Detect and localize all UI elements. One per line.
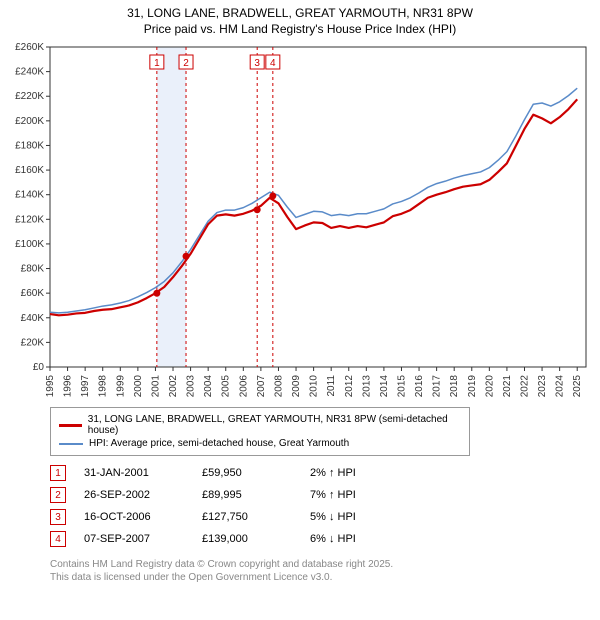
svg-text:2008: 2008 [273, 375, 284, 398]
legend-swatch-red [59, 424, 82, 427]
marker-table: 1 31-JAN-2001 £59,950 2% ↑ HPI 2 26-SEP-… [50, 462, 590, 550]
svg-text:£140K: £140K [15, 190, 44, 201]
marker-num: 4 [50, 531, 66, 547]
svg-text:2005: 2005 [221, 375, 232, 398]
legend-swatch-blue [59, 443, 83, 445]
legend-label-1: 31, LONG LANE, BRADWELL, GREAT YARMOUTH,… [88, 414, 461, 436]
svg-text:2022: 2022 [519, 375, 530, 398]
svg-text:£120K: £120K [15, 214, 44, 225]
table-row: 1 31-JAN-2001 £59,950 2% ↑ HPI [50, 462, 590, 484]
svg-text:1997: 1997 [80, 375, 91, 398]
svg-text:£20K: £20K [21, 338, 45, 349]
marker-date: 16-OCT-2006 [84, 511, 184, 523]
svg-text:2025: 2025 [572, 375, 583, 398]
svg-text:2020: 2020 [484, 375, 495, 398]
svg-text:£220K: £220K [15, 91, 44, 102]
svg-text:2015: 2015 [396, 375, 407, 398]
table-row: 3 16-OCT-2006 £127,750 5% ↓ HPI [50, 506, 590, 528]
svg-text:£260K: £260K [15, 42, 44, 53]
chart: £0 £20K £40K £60K £80K £100K £120K £140K £160K £1… [10, 41, 590, 401]
marker-price: £89,995 [202, 489, 292, 501]
svg-text:2002: 2002 [168, 375, 179, 398]
svg-text:1996: 1996 [63, 375, 74, 398]
title-line-1: 31, LONG LANE, BRADWELL, GREAT YARMOUTH,… [127, 6, 473, 20]
marker-num: 2 [50, 487, 66, 503]
svg-text:2007: 2007 [256, 375, 267, 398]
chart-title: 31, LONG LANE, BRADWELL, GREAT YARMOUTH,… [10, 6, 590, 37]
marker-pct: 2% ↑ HPI [310, 467, 400, 479]
marker-pct: 7% ↑ HPI [310, 489, 400, 501]
svg-text:2021: 2021 [502, 375, 513, 398]
svg-text:3: 3 [254, 58, 260, 69]
marker-num: 1 [50, 465, 66, 481]
svg-text:2001: 2001 [150, 375, 161, 398]
svg-text:£0: £0 [33, 362, 45, 373]
marker-date: 26-SEP-2002 [84, 489, 184, 501]
svg-text:£180K: £180K [15, 141, 44, 152]
title-line-2: Price paid vs. HM Land Registry's House … [144, 22, 456, 36]
svg-text:£100K: £100K [15, 239, 44, 250]
svg-text:2003: 2003 [186, 375, 197, 398]
marker-date: 07-SEP-2007 [84, 533, 184, 545]
svg-text:2006: 2006 [238, 375, 249, 398]
svg-text:2017: 2017 [432, 375, 443, 398]
legend-row-1: 31, LONG LANE, BRADWELL, GREAT YARMOUTH,… [59, 414, 461, 436]
svg-text:2012: 2012 [344, 375, 355, 398]
svg-text:2019: 2019 [467, 375, 478, 398]
svg-text:2000: 2000 [133, 375, 144, 398]
svg-text:£200K: £200K [15, 116, 44, 127]
svg-text:£160K: £160K [15, 165, 44, 176]
svg-text:1995: 1995 [45, 375, 56, 398]
svg-text:2010: 2010 [309, 375, 320, 398]
svg-text:2024: 2024 [555, 375, 566, 398]
chart-svg: £0 £20K £40K £60K £80K £100K £120K £140K £160K £1… [10, 41, 590, 401]
svg-text:2004: 2004 [203, 375, 214, 398]
legend-row-2: HPI: Average price, semi-detached house,… [59, 438, 461, 449]
footer-note: Contains HM Land Registry data © Crown c… [50, 558, 590, 584]
marker-num: 3 [50, 509, 66, 525]
footer-line-2: This data is licensed under the Open Gov… [50, 572, 332, 583]
legend: 31, LONG LANE, BRADWELL, GREAT YARMOUTH,… [50, 407, 470, 456]
svg-text:1999: 1999 [115, 375, 126, 398]
svg-text:2013: 2013 [361, 375, 372, 398]
svg-text:1: 1 [154, 58, 160, 69]
marker-date: 31-JAN-2001 [84, 467, 184, 479]
svg-text:£40K: £40K [21, 313, 45, 324]
svg-text:£80K: £80K [21, 264, 45, 275]
footer-line-1: Contains HM Land Registry data © Crown c… [50, 559, 393, 570]
svg-text:2023: 2023 [537, 375, 548, 398]
marker-pct: 5% ↓ HPI [310, 511, 400, 523]
svg-text:2: 2 [183, 58, 189, 69]
svg-text:£60K: £60K [21, 288, 45, 299]
svg-text:2016: 2016 [414, 375, 425, 398]
marker-price: £139,000 [202, 533, 292, 545]
svg-text:2018: 2018 [449, 375, 460, 398]
svg-text:4: 4 [270, 58, 276, 69]
table-row: 2 26-SEP-2002 £89,995 7% ↑ HPI [50, 484, 590, 506]
table-row: 4 07-SEP-2007 £139,000 6% ↓ HPI [50, 528, 590, 550]
svg-text:2014: 2014 [379, 375, 390, 398]
marker-price: £59,950 [202, 467, 292, 479]
svg-text:2009: 2009 [291, 375, 302, 398]
svg-text:1998: 1998 [98, 375, 109, 398]
marker-price: £127,750 [202, 511, 292, 523]
svg-text:2011: 2011 [326, 375, 337, 397]
svg-text:£240K: £240K [15, 67, 44, 78]
legend-label-2: HPI: Average price, semi-detached house,… [89, 438, 349, 449]
marker-pct: 6% ↓ HPI [310, 533, 400, 545]
